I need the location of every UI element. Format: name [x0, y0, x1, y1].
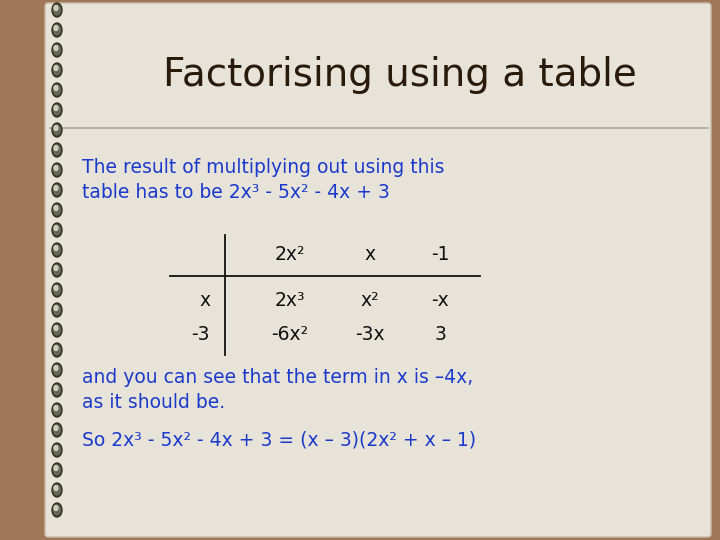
Text: -6x²: -6x² — [271, 326, 309, 345]
Text: -x: -x — [431, 291, 449, 309]
Text: as it should be.: as it should be. — [82, 393, 225, 412]
Text: x²: x² — [361, 291, 379, 309]
Ellipse shape — [54, 465, 58, 470]
Ellipse shape — [53, 65, 60, 75]
Ellipse shape — [53, 465, 60, 475]
Ellipse shape — [53, 325, 60, 335]
Ellipse shape — [54, 45, 58, 51]
Ellipse shape — [54, 406, 58, 410]
Ellipse shape — [54, 286, 58, 291]
Ellipse shape — [52, 83, 62, 97]
Ellipse shape — [52, 103, 62, 117]
Ellipse shape — [54, 206, 58, 211]
Ellipse shape — [54, 266, 58, 271]
Ellipse shape — [53, 245, 60, 255]
Ellipse shape — [53, 485, 60, 495]
Ellipse shape — [54, 125, 58, 131]
Ellipse shape — [52, 363, 62, 377]
Text: -3x: -3x — [355, 326, 384, 345]
Ellipse shape — [54, 326, 58, 330]
Ellipse shape — [53, 505, 60, 515]
Ellipse shape — [53, 185, 60, 195]
Ellipse shape — [52, 223, 62, 237]
Text: 2x²: 2x² — [275, 246, 305, 265]
Ellipse shape — [52, 323, 62, 337]
Ellipse shape — [53, 165, 60, 175]
Text: table has to be 2x³ - 5x² - 4x + 3: table has to be 2x³ - 5x² - 4x + 3 — [82, 183, 390, 202]
Ellipse shape — [53, 45, 60, 55]
Ellipse shape — [53, 405, 60, 415]
Ellipse shape — [53, 85, 60, 95]
FancyBboxPatch shape — [45, 3, 711, 537]
Ellipse shape — [52, 183, 62, 197]
Ellipse shape — [52, 303, 62, 317]
Text: -1: -1 — [431, 246, 449, 265]
Text: The result of multiplying out using this: The result of multiplying out using this — [82, 158, 444, 177]
Ellipse shape — [54, 145, 58, 151]
Ellipse shape — [52, 403, 62, 417]
Text: x: x — [199, 291, 210, 309]
Ellipse shape — [52, 23, 62, 37]
Ellipse shape — [52, 203, 62, 217]
Ellipse shape — [52, 483, 62, 497]
Ellipse shape — [53, 265, 60, 275]
Ellipse shape — [52, 343, 62, 357]
Ellipse shape — [54, 186, 58, 191]
Ellipse shape — [53, 225, 60, 235]
Ellipse shape — [54, 426, 58, 430]
Ellipse shape — [53, 25, 60, 35]
Ellipse shape — [54, 505, 58, 510]
Ellipse shape — [54, 386, 58, 390]
Ellipse shape — [52, 63, 62, 77]
Ellipse shape — [54, 105, 58, 111]
Ellipse shape — [54, 246, 58, 251]
Ellipse shape — [53, 385, 60, 395]
Ellipse shape — [52, 463, 62, 477]
Ellipse shape — [54, 5, 58, 10]
Ellipse shape — [53, 145, 60, 155]
Ellipse shape — [54, 226, 58, 231]
Text: Factorising using a table: Factorising using a table — [163, 56, 637, 94]
Text: and you can see that the term in x is –4x,: and you can see that the term in x is –4… — [82, 368, 473, 387]
Ellipse shape — [52, 503, 62, 517]
Text: 2x³: 2x³ — [275, 291, 305, 309]
Text: -3: -3 — [191, 326, 210, 345]
Ellipse shape — [53, 345, 60, 355]
Ellipse shape — [53, 285, 60, 295]
Ellipse shape — [54, 165, 58, 171]
Ellipse shape — [52, 423, 62, 437]
Ellipse shape — [53, 445, 60, 455]
Ellipse shape — [54, 85, 58, 91]
Ellipse shape — [52, 43, 62, 57]
Ellipse shape — [53, 365, 60, 375]
Ellipse shape — [52, 123, 62, 137]
Ellipse shape — [53, 205, 60, 215]
Ellipse shape — [54, 446, 58, 450]
Ellipse shape — [52, 243, 62, 257]
Ellipse shape — [52, 283, 62, 297]
Ellipse shape — [52, 263, 62, 277]
Ellipse shape — [53, 305, 60, 315]
Text: So 2x³ - 5x² - 4x + 3 = (x – 3)(2x² + x – 1): So 2x³ - 5x² - 4x + 3 = (x – 3)(2x² + x … — [82, 430, 476, 449]
Ellipse shape — [52, 163, 62, 177]
Ellipse shape — [53, 425, 60, 435]
Text: 3: 3 — [434, 326, 446, 345]
Ellipse shape — [54, 366, 58, 370]
Ellipse shape — [52, 143, 62, 157]
Ellipse shape — [54, 346, 58, 350]
Ellipse shape — [54, 65, 58, 71]
Ellipse shape — [53, 105, 60, 115]
Ellipse shape — [54, 306, 58, 310]
Text: x: x — [364, 246, 376, 265]
Ellipse shape — [52, 383, 62, 397]
Ellipse shape — [53, 125, 60, 135]
Ellipse shape — [54, 25, 58, 30]
Ellipse shape — [54, 485, 58, 490]
Ellipse shape — [52, 3, 62, 17]
Ellipse shape — [53, 5, 60, 15]
Ellipse shape — [52, 443, 62, 457]
